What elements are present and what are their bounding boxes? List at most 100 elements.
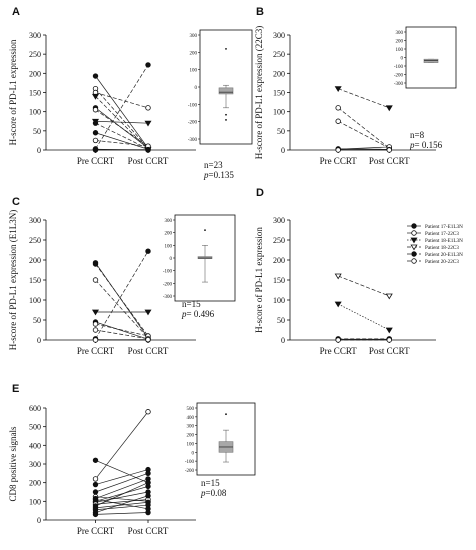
y-tick-label: 200 (273, 69, 285, 78)
data-point-post (145, 336, 151, 343)
series-line (95, 482, 149, 507)
y-tick-label: 400 (29, 441, 41, 450)
panel-b: B 0 50 100 150 200 250 300 Pre CCRT Post CCRT H-sc… (254, 6, 436, 166)
series-line (338, 88, 390, 109)
n-label: n=15 (182, 299, 201, 309)
data-point-post (145, 62, 151, 68)
data-point-post (386, 337, 392, 343)
y-axis-label: CD8 positive signals (8, 426, 18, 501)
inset-outlier (225, 119, 227, 121)
series-group (92, 409, 151, 518)
inset-tick-label: -100 (185, 460, 195, 465)
inset-boxplot-b: -300 -200 -100 0 100 200 300 (394, 26, 457, 89)
data-point-pre (335, 337, 341, 343)
data-point-pre (334, 301, 342, 308)
legend-label: Patient 17-22C3 (425, 231, 459, 237)
series-line (95, 411, 149, 480)
p-value: = 0.496 (187, 309, 215, 319)
inset-tick-label: 300 (165, 219, 173, 224)
x-tick-label: Post CCRT (369, 346, 410, 356)
inset-tick-label: 100 (165, 244, 173, 249)
data-point-post (145, 146, 151, 153)
inset-tick-label: -100 (188, 103, 198, 108)
series-line (95, 469, 149, 485)
data-point-post (145, 502, 151, 508)
inset-tick-label: -200 (163, 282, 173, 287)
series-line (95, 122, 149, 150)
data-point-pre (335, 147, 341, 153)
p-value: =0.135 (209, 170, 235, 180)
data-point-pre (92, 130, 99, 136)
y-tick-label: 0 (37, 336, 41, 345)
panel-letter: A (12, 6, 20, 18)
series-line (95, 321, 149, 340)
y-axis-label: H-score of PD-L1 expression (8, 39, 18, 145)
inset-stats-e: n=15p=0.08 (200, 478, 227, 498)
series-group (91, 248, 152, 343)
y-tick-label: 0 (37, 516, 41, 525)
data-point-pre (335, 118, 341, 124)
x-tick-label: Post CCRT (128, 156, 169, 166)
series-line (95, 251, 149, 339)
inset-stats-a: n=23p=0.135 (203, 160, 234, 180)
y-tick-label: 250 (273, 50, 285, 59)
series-line (95, 459, 149, 483)
p-value-label: p=0.08 (200, 488, 227, 498)
inset-tick-label: 200 (165, 232, 173, 237)
data-point-pre (335, 105, 341, 111)
p-value-label: p= 0.156 (409, 140, 443, 150)
legend-marker (411, 251, 417, 257)
legend-marker (411, 223, 417, 229)
y-tick-label: 100 (29, 497, 41, 506)
y-tick-label: 0 (281, 336, 285, 345)
data-point-pre (91, 309, 100, 316)
data-point-pre (92, 277, 99, 283)
inset-tick-label: -300 (163, 295, 173, 300)
data-point-post (145, 493, 151, 499)
panel-e: E 0 100 200 300 400 500 600 Pre CCRT Post CCRT CD8… (8, 383, 196, 536)
inset-stats-b: n=8p= 0.156 (409, 130, 443, 150)
legend-marker (410, 244, 418, 251)
series-group (334, 86, 393, 153)
data-point-pre (334, 86, 342, 93)
n-label: n=15 (201, 478, 220, 488)
data-point-post (145, 479, 151, 486)
n-label: n=23 (204, 160, 223, 170)
y-tick-label: 250 (29, 236, 41, 245)
legend-marker (410, 237, 418, 244)
series-line (95, 499, 149, 505)
y-tick-label: 100 (273, 296, 285, 305)
series-line (95, 75, 149, 149)
y-tick-label: 50 (277, 316, 285, 325)
y-tick-label: 0 (37, 146, 41, 155)
data-point-pre (91, 93, 100, 100)
series-line (95, 279, 149, 339)
inset-tick-label: 0 (401, 57, 404, 62)
inset-tick-label: 300 (396, 31, 404, 36)
inset-tick-label: 200 (187, 434, 195, 439)
inset-tick-label: 200 (190, 51, 198, 56)
y-tick-label: 250 (273, 236, 285, 245)
data-point-post (385, 105, 393, 112)
data-point-post (386, 147, 392, 153)
inset-boxplot-e: -200 -100 0 100 200 300 400 500 (185, 402, 256, 476)
inset-tick-label: 0 (170, 257, 173, 262)
y-tick-label: 200 (273, 256, 285, 265)
y-tick-label: 100 (273, 108, 285, 117)
n-label: n=8 (410, 130, 425, 140)
y-axis-label: H-score of PD-L1 expression (22C3) (254, 26, 264, 159)
data-point-pre (92, 321, 99, 327)
x-tick-label: Pre CCRT (77, 346, 115, 356)
y-tick-label: 500 (29, 423, 41, 432)
panel-c: C 0 50 100 150 200 250 300 Pre CCRT Post CCRT H-sc… (8, 196, 196, 356)
y-tick-label: 150 (273, 276, 285, 285)
legend-label: Patient 18-22C3 (425, 245, 459, 251)
inset-boxplot-c: -300 -200 -100 0 100 200 300 (163, 214, 236, 302)
series-line (95, 504, 149, 511)
series-line (338, 303, 390, 331)
y-tick-label: 150 (29, 89, 41, 98)
y-tick-label: 150 (29, 276, 41, 285)
inset-tick-label: 200 (396, 40, 404, 45)
inset-tick-label: 0 (192, 451, 195, 456)
